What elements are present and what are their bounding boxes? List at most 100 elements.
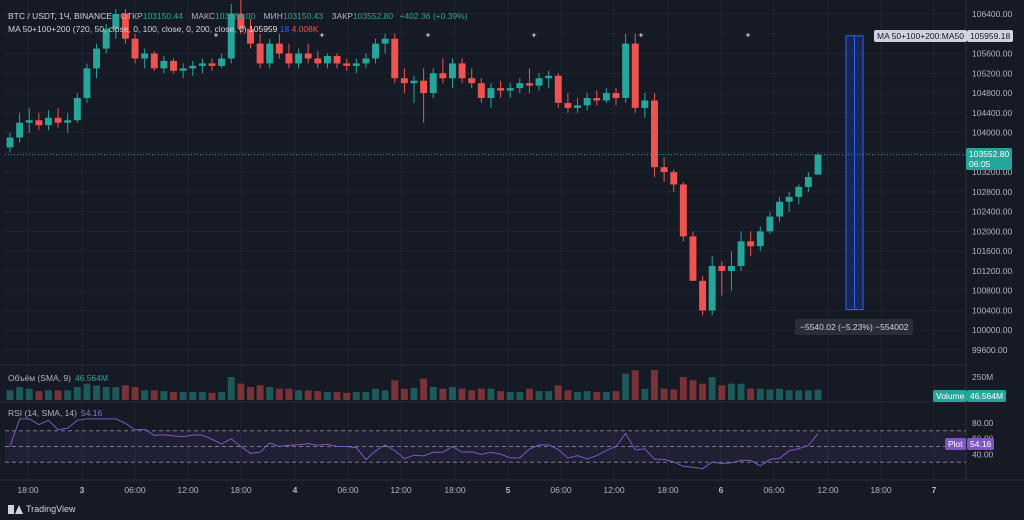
volume-bar — [468, 390, 476, 400]
volume-bar — [198, 392, 206, 400]
candle-body — [189, 65, 197, 69]
candle-body — [679, 184, 687, 237]
volume-bar — [593, 392, 601, 400]
volume-tag-label: Volume — [933, 390, 968, 402]
close-label: ЗАКР — [331, 11, 353, 21]
candle-body — [708, 266, 716, 311]
candle-body — [506, 88, 514, 91]
time-axis-label: 5 — [506, 485, 511, 495]
candle-body — [410, 80, 418, 84]
candle-body — [400, 78, 408, 84]
volume-axis-label: 250M — [972, 372, 993, 382]
volume-bar — [458, 388, 466, 400]
volume-bar — [554, 385, 562, 400]
candle-body — [429, 73, 437, 94]
rsi-legend[interactable]: RSI (14, SMA, 14) 54.16 — [8, 408, 102, 418]
tradingview-footer[interactable]: TradingView — [8, 504, 76, 514]
candle-body — [381, 38, 389, 44]
volume-bar — [564, 390, 572, 400]
volume-bar — [679, 377, 687, 400]
candle-body — [651, 100, 658, 168]
volume-bar — [218, 392, 226, 400]
candle-body — [314, 58, 322, 64]
price-axis-label: 100400.00 — [972, 305, 1012, 315]
volume-bar — [314, 391, 322, 400]
volume-bar — [574, 392, 581, 400]
volume-bar — [525, 388, 533, 400]
volume-bar — [756, 388, 764, 400]
time-axis-label: 4 — [293, 485, 298, 495]
time-axis-label: 12:00 — [817, 485, 839, 495]
time-axis-label: 18:00 — [657, 485, 679, 495]
candle-body — [497, 88, 505, 91]
price-change: +402.36 (+0.39%) — [399, 11, 468, 21]
last-price-value: 103552.80 — [969, 149, 1010, 159]
volume-bar — [535, 391, 543, 400]
price-axis-label: 99600.00 — [972, 345, 1008, 355]
volume-bar — [6, 390, 14, 400]
volume-legend[interactable]: Объём (SMA, 9) 46.564M — [8, 373, 108, 383]
candle-body — [468, 78, 476, 84]
volume-bar — [73, 387, 81, 400]
last-price-tag: 103552.80 06:05 — [966, 148, 1013, 170]
candle-body — [458, 63, 466, 79]
candle-body — [131, 38, 139, 59]
volume-bar — [795, 390, 803, 400]
volume-bar — [477, 388, 485, 400]
candle-body — [535, 78, 543, 86]
volume-bar — [189, 392, 197, 400]
event-marker-icon: ✦ — [213, 31, 220, 40]
time-axis-label: 12:00 — [390, 485, 412, 495]
price-axis-label: 100800.00 — [972, 286, 1012, 296]
volume-bar — [64, 390, 72, 400]
candle-body — [141, 53, 149, 59]
candle-body — [121, 14, 129, 39]
candle-body — [795, 186, 803, 197]
time-axis-label: 12:00 — [177, 485, 199, 495]
volume-bar — [689, 380, 697, 400]
rsi-axis-label: 40.00 — [972, 449, 994, 459]
candle-body — [439, 73, 447, 79]
price-axis-label: 102400.00 — [972, 207, 1012, 217]
candle-body — [362, 58, 370, 64]
volume-bar — [160, 391, 168, 400]
volume-bar — [429, 387, 437, 400]
ma-legend-value1: 105959 — [249, 24, 278, 34]
candle-body — [631, 43, 639, 108]
volume-bar — [381, 390, 389, 400]
candle-body — [16, 122, 24, 138]
candle-body — [83, 68, 91, 98]
candle-body — [593, 98, 601, 101]
candle-body — [718, 266, 726, 271]
candle-body — [266, 43, 274, 64]
candle-body — [574, 105, 581, 108]
symbol-title[interactable]: BTC / USDT, 1Ч, BINANCE — [8, 11, 112, 21]
volume-bar — [699, 383, 707, 400]
volume-bar — [54, 390, 62, 400]
candle-body — [323, 56, 331, 64]
ma-legend[interactable]: MA 50+100+200 (720, 50, close, 0, 100, c… — [8, 23, 319, 35]
rsi-plot-tag-value: 54.16 — [967, 438, 995, 450]
rsi-plot-tag-label: Plot — [945, 438, 966, 450]
volume-legend-value: 46.564M — [74, 373, 109, 383]
volume-bar — [208, 392, 216, 400]
volume-bar — [141, 390, 149, 400]
time-axis-label: 7 — [932, 485, 937, 495]
candle-body — [35, 120, 43, 126]
volume-bar — [439, 388, 447, 400]
volume-bar — [660, 388, 668, 400]
volume-bar — [121, 385, 129, 400]
rsi-line — [9, 418, 819, 470]
volume-bar — [93, 385, 101, 400]
candle-body — [612, 93, 620, 98]
volume-bar — [343, 392, 351, 400]
candle-body — [525, 83, 533, 86]
volume-bar — [497, 391, 505, 400]
volume-bar — [449, 387, 456, 400]
tradingview-logo-icon — [8, 504, 23, 514]
volume-bar — [708, 377, 716, 400]
volume-bar — [651, 370, 658, 400]
price-axis-label: 102800.00 — [972, 187, 1012, 197]
volume-bar — [179, 392, 187, 400]
